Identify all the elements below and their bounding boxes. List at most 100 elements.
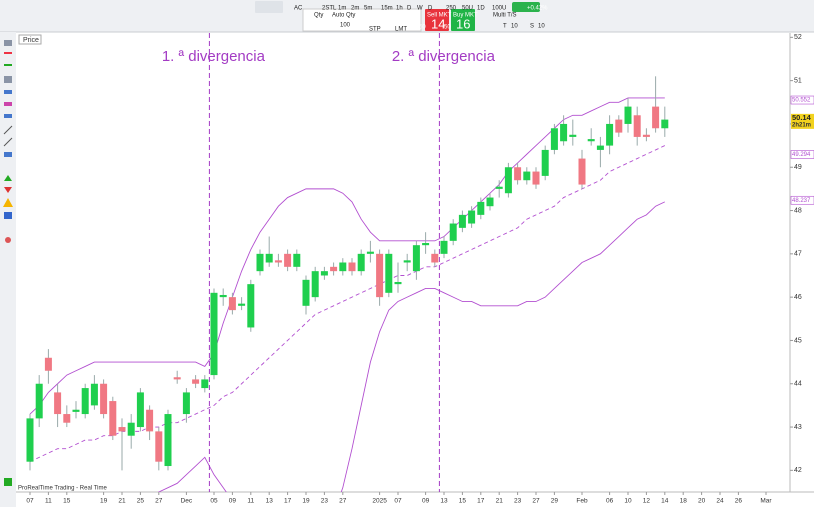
x-tick-label: 21 [496,498,504,505]
toolbar-text: D [428,6,433,12]
tool-icon[interactable] [4,40,12,46]
tool-icon[interactable] [4,152,12,157]
candle-body [311,271,319,298]
toolbar-text: 50 [444,25,451,31]
tool-icon[interactable] [4,175,12,181]
panel-tab[interactable] [18,34,42,45]
toolbar-text: 100U [492,6,506,12]
tool-icon[interactable] [4,212,12,219]
x-tick-label: 24 [716,498,724,505]
x-tick-label: 17 [477,498,485,505]
candle-body [422,243,430,246]
toolbar-text: Buy MKT [453,13,478,19]
tool-sidebar [0,32,16,507]
candle-body [44,357,52,371]
x-tick-label: 2025 [372,498,387,505]
footer-label: ProRealTime Trading - Real Time [18,486,107,492]
candle-body [376,253,384,298]
toolbar-button[interactable] [425,9,449,31]
x-tick-label: 13 [266,498,274,505]
toolbar-text: 15m [381,6,393,12]
tool-icon[interactable] [4,114,12,118]
candle-body [35,383,43,419]
candle-body [72,409,80,412]
price-tag [791,113,814,129]
x-tick-label: 05 [210,498,218,505]
candle-body [569,134,577,137]
x-tick-label: 18 [680,498,688,505]
bollinger-band [157,201,665,492]
candle-body [468,210,476,224]
candle-body [293,253,301,267]
toolbar-text: T [503,24,507,30]
candle-body [146,409,154,432]
candle-body [274,260,282,263]
candle-body [624,106,632,124]
x-tick-label: Dec [181,498,193,505]
candle-body [587,139,595,142]
y-tick-label: 46 [794,294,802,301]
candle-body [127,422,135,436]
toolbar-text: 14 [431,16,445,31]
order-panel [302,8,422,32]
toolbar-text: LMT [395,27,407,33]
y-tick-label: 45 [794,337,802,344]
toolbar-text: 50U [462,6,473,12]
candle-body [63,414,71,423]
panel-tab-label: Price [23,37,39,44]
candle-body [228,297,236,311]
candle-body [523,171,531,181]
candle-body [458,214,466,228]
candle-body [578,158,586,185]
toolbar-text: AC [294,6,303,12]
candle-body [514,167,522,181]
change-badge [512,2,540,12]
annotation: 2. ª divergencia [392,48,496,65]
y-tick-label: 51 [794,77,802,84]
tool-icon[interactable] [4,52,12,54]
toolbar-button[interactable] [255,1,283,13]
candle-body [495,186,503,189]
x-tick-label: 09 [422,498,430,505]
candle-body [238,303,246,306]
tool-icon[interactable] [4,64,12,66]
candle-body [201,379,209,389]
tool-icon[interactable] [3,125,13,135]
x-tick-label: 29 [551,498,559,505]
candle-body [449,223,457,241]
tool-icon[interactable] [4,76,12,83]
candle-body [477,201,485,215]
candle-body [182,392,190,415]
toolbar-text: 5m [364,6,372,12]
y-tick-label: 48 [794,207,802,214]
candle-body [100,383,108,415]
y-tick-label: 43 [794,424,802,431]
candle-body [256,253,264,272]
candle-body [504,167,512,194]
x-tick-label: 27 [532,498,540,505]
x-tick-label: 07 [394,498,402,505]
candle-body [136,392,144,428]
tool-icon[interactable] [4,187,12,193]
x-tick-label: Mar [760,498,772,505]
toolbar-button[interactable] [451,9,475,31]
price-tag [790,150,814,159]
candle-body [541,149,549,176]
toolbar-text: 1D [477,6,485,12]
candle-body [596,145,604,150]
toolbar-text: Multi T/S [493,13,517,19]
tool-icon[interactable] [4,90,12,94]
candle-body [532,171,540,185]
tool-icon[interactable] [3,198,13,207]
x-tick-label: 14 [661,498,669,505]
y-tick-label: 49 [794,164,802,171]
tool-icon[interactable] [4,102,12,106]
toolbar-text: 16 [456,16,470,31]
tool-icon[interactable] [4,478,12,486]
tool-icon[interactable] [3,137,13,147]
candle-body [606,123,614,146]
toolbar-text: 10 [538,24,545,30]
toolbar-text: Qty [314,13,323,19]
tool-icon[interactable] [5,237,11,243]
